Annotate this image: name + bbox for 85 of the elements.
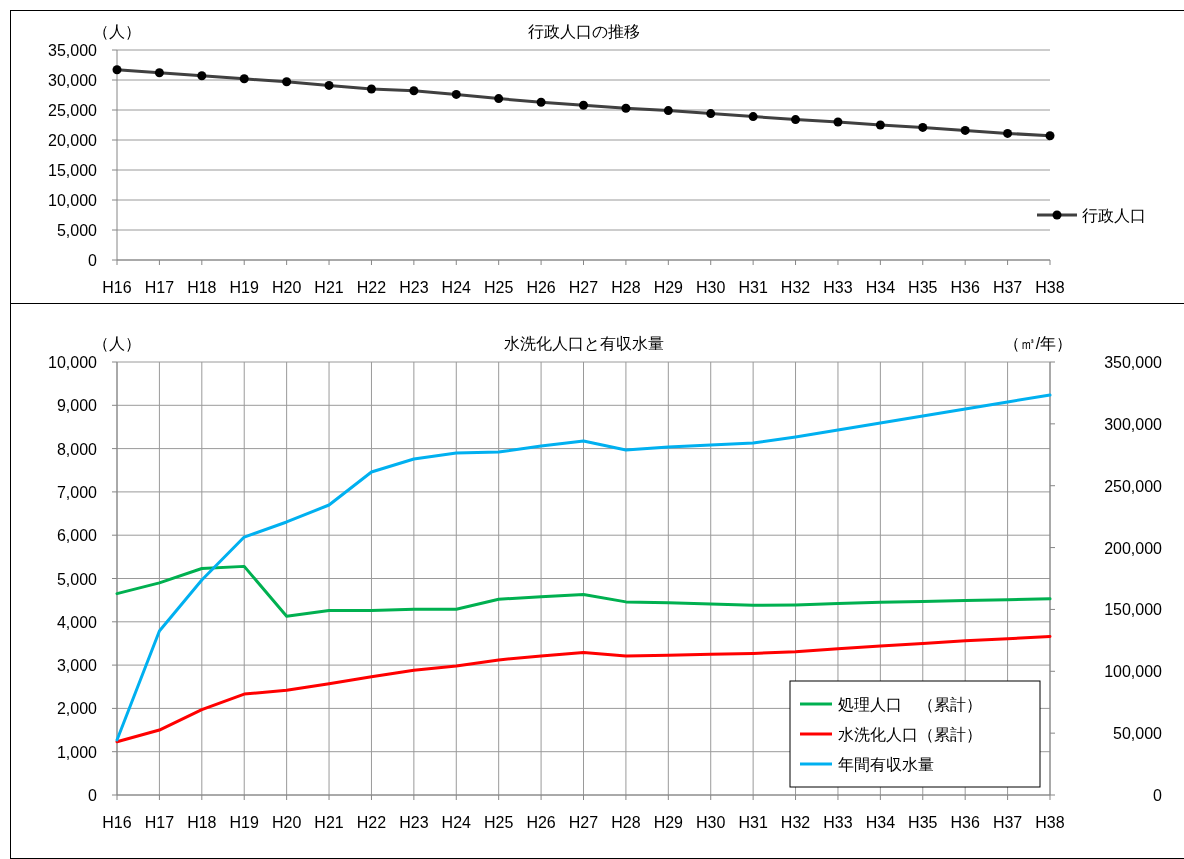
y-tick-label: 0 xyxy=(88,787,98,804)
y2-tick-label: 50,000 xyxy=(1113,725,1163,743)
y-tick-label: 10,000 xyxy=(48,354,98,371)
legend-label: 行政人口 xyxy=(1082,207,1146,224)
legend-label: 水洗化人口（累計） xyxy=(838,726,982,743)
y2-tick-label: 250,000 xyxy=(1104,477,1163,495)
y2-tick-label: 200,000 xyxy=(1104,539,1163,557)
y2-tick-label: 100,000 xyxy=(1104,663,1163,681)
x-tick-label: H21 xyxy=(314,279,344,296)
x-tick-label: H32 xyxy=(780,279,811,296)
line-series xyxy=(115,564,1052,618)
x-tick-label: H20 xyxy=(271,279,302,296)
x-tick-label: H16 xyxy=(102,814,132,831)
x-tick-label: H17 xyxy=(144,279,175,296)
x-tick-label: H20 xyxy=(271,814,302,831)
x-tick-label: H30 xyxy=(696,814,726,831)
x-tick-label: H23 xyxy=(399,814,429,831)
x-tick-label: H29 xyxy=(653,279,684,296)
x-tick-label: H21 xyxy=(314,814,344,831)
x-tick-label: H26 xyxy=(526,814,556,831)
y-axis-title: （人） xyxy=(93,23,141,40)
x-tick-label: H29 xyxy=(653,814,684,831)
y-tick-label: 30,000 xyxy=(48,72,98,89)
y-tick-label: 0 xyxy=(88,252,98,269)
x-tick-label: H36 xyxy=(950,814,980,831)
x-tick-label: H18 xyxy=(187,279,217,296)
x-tick-label: H25 xyxy=(484,279,514,296)
x-tick-label: H34 xyxy=(865,814,896,831)
y-tick-label: 2,000 xyxy=(56,700,98,718)
x-tick-label: H19 xyxy=(229,279,259,296)
chart-title: 行政人口の推移 xyxy=(527,23,640,40)
x-tick-label: H30 xyxy=(696,279,726,296)
y-tick-label: 7,000 xyxy=(56,483,98,501)
x-tick-label: H38 xyxy=(1035,814,1065,831)
x-tick-label: H28 xyxy=(611,279,641,296)
x-tick-label: H31 xyxy=(738,814,768,831)
y-tick-label: 1,000 xyxy=(56,743,98,761)
y2-tick-label: 350,000 xyxy=(1104,354,1163,371)
y-tick-label: 4,000 xyxy=(56,613,98,631)
y2-tick-label: 150,000 xyxy=(1104,601,1163,619)
y-tick-label: 35,000 xyxy=(48,42,98,59)
y-tick-label: 5,000 xyxy=(56,222,98,239)
legend-label: 年間有収水量 xyxy=(838,756,934,773)
x-tick-label: H28 xyxy=(611,814,641,831)
line-series xyxy=(115,393,1052,742)
y-tick-label: 5,000 xyxy=(56,570,98,588)
x-tick-label: H22 xyxy=(356,279,387,296)
x-tick-label: H33 xyxy=(823,279,853,296)
x-tick-label: H32 xyxy=(780,814,811,831)
chart-title: 水洗化人口と有収水量 xyxy=(503,335,664,352)
x-tick-label: H16 xyxy=(102,279,132,296)
x-tick-label: H38 xyxy=(1035,279,1065,296)
x-tick-label: H25 xyxy=(484,814,514,831)
x-tick-label: H17 xyxy=(144,814,175,831)
y2-axis-title: （㎥/年） xyxy=(1003,335,1073,352)
x-tick-label: H36 xyxy=(950,279,980,296)
x-tick-label: H33 xyxy=(823,814,853,831)
x-tick-label: H22 xyxy=(356,814,387,831)
x-tick-label: H34 xyxy=(865,279,896,296)
x-tick-label: H31 xyxy=(738,279,768,296)
legend-label: 処理人口 （累計） xyxy=(838,696,982,713)
x-tick-label: H23 xyxy=(399,279,429,296)
y-axis-title: （人） xyxy=(93,335,141,352)
x-tick-label: H35 xyxy=(908,814,938,831)
y-tick-label: 8,000 xyxy=(56,440,98,458)
x-tick-label: H37 xyxy=(992,279,1023,296)
x-tick-label: H19 xyxy=(229,814,259,831)
line-series xyxy=(115,635,1052,744)
y2-tick-label: 300,000 xyxy=(1104,415,1163,433)
y-tick-label: 15,000 xyxy=(48,162,98,179)
x-tick-label: H27 xyxy=(568,279,599,296)
y-tick-label: 9,000 xyxy=(56,397,98,415)
x-tick-label: H37 xyxy=(992,814,1023,831)
x-tick-label: H18 xyxy=(187,814,217,831)
x-tick-label: H24 xyxy=(441,279,472,296)
y-tick-label: 10,000 xyxy=(48,192,98,209)
x-tick-label: H24 xyxy=(441,814,472,831)
y-tick-label: 6,000 xyxy=(56,527,98,545)
y-tick-label: 20,000 xyxy=(48,132,98,149)
y2-tick-label: 0 xyxy=(1153,787,1163,804)
x-tick-label: H27 xyxy=(568,814,599,831)
y-tick-label: 25,000 xyxy=(48,102,98,119)
y-tick-label: 3,000 xyxy=(56,657,98,675)
x-tick-label: H35 xyxy=(908,279,938,296)
x-tick-label: H26 xyxy=(526,279,556,296)
